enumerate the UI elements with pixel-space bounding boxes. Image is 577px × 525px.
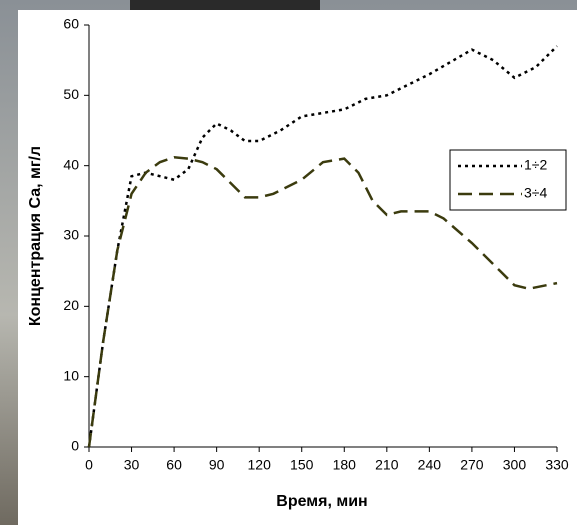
x-axis-label: Время, мин	[276, 493, 367, 510]
x-tick-label: 210	[375, 457, 399, 473]
legend	[449, 149, 567, 211]
x-tick-label: 0	[85, 457, 93, 473]
y-tick-label: 10	[63, 367, 79, 383]
line-series	[87, 155, 558, 448]
x-tick-label: 30	[124, 457, 140, 473]
y-axis-label: Концентрация Са, мг/л	[27, 146, 44, 326]
y-tick-label: 40	[63, 156, 79, 172]
y-tick-label: 20	[63, 297, 79, 313]
x-tick-label: 300	[503, 457, 527, 473]
legend-label: 3÷4	[524, 185, 547, 201]
y-tick-label: 50	[63, 86, 79, 102]
background-photo-dark	[130, 0, 320, 12]
x-tick-label: 330	[545, 457, 569, 473]
y-tick-label: 0	[71, 438, 79, 454]
plot-panel	[18, 10, 577, 525]
legend-label: 1÷2	[524, 157, 547, 173]
x-tick-label: 90	[209, 457, 225, 473]
x-tick-label: 270	[460, 457, 484, 473]
x-tick-label: 60	[166, 457, 182, 473]
x-tick-label: 150	[290, 457, 314, 473]
x-tick-label: 120	[248, 457, 272, 473]
y-tick-label: 60	[63, 16, 79, 32]
x-tick-label: 240	[418, 457, 442, 473]
y-tick-label: 30	[63, 227, 79, 243]
x-tick-label: 180	[333, 457, 357, 473]
